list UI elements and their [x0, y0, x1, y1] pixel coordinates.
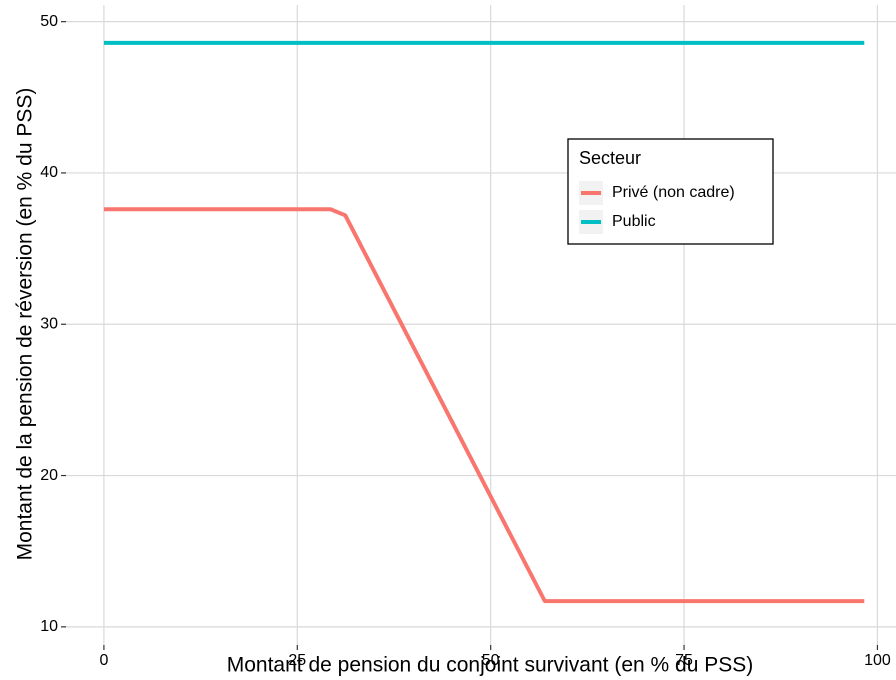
x-tick-label: 50	[482, 652, 500, 669]
legend-label: Privé (non cadre)	[612, 184, 735, 201]
legend-label: Public	[612, 213, 656, 230]
x-axis-title: Montant de pension du conjoint survivant…	[227, 654, 753, 677]
y-tick-label: 30	[40, 315, 58, 332]
line	[103, 207, 865, 604]
x-tick-label: 75	[675, 652, 693, 669]
y-tick-label: 40	[40, 164, 58, 181]
y-tick-label: 50	[40, 13, 58, 30]
y-tick-label: 20	[40, 467, 58, 484]
x-tick-label: 100	[864, 652, 891, 669]
y-axis-title: Montant de la pension de réversion (en %…	[14, 88, 37, 561]
y-tick-label: 10	[40, 618, 58, 635]
x-tick-label: 0	[99, 652, 108, 669]
x-tick-label: 25	[288, 652, 306, 669]
legend-title: Secteur	[579, 148, 641, 168]
